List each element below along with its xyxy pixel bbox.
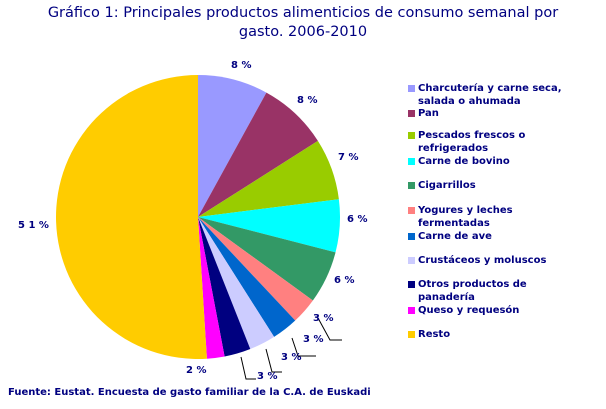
slice-label-cigarrillos: 6 % [334, 275, 355, 286]
legend-swatch [408, 281, 415, 288]
leader-line [265, 348, 282, 373]
legend-item-crustaceos: Crustáceos y moluscos [408, 254, 598, 267]
pie-slice [198, 217, 336, 301]
pie-slice [198, 217, 251, 357]
legend-swatch [408, 110, 415, 117]
legend-swatch [408, 132, 415, 139]
chart-title-line1: Gráfico 1: Principales productos aliment… [47, 5, 559, 21]
slice-label-otros-panaderia: 3 % [257, 371, 278, 382]
legend-item-bovino: Carne de bovino [408, 155, 598, 168]
legend-swatch [408, 257, 415, 264]
legend-swatch [408, 331, 415, 338]
slice-label-pescados: 7 % [338, 152, 359, 163]
leader-line [240, 356, 256, 380]
legend-item-charcuteria: Charcutería y carne seca, salada o ahuma… [408, 82, 598, 108]
legend-item-queso: Queso y requesón [408, 304, 598, 317]
slice-label-resto: 5 1 % [18, 220, 49, 231]
pie-slice [198, 75, 267, 217]
legend-item-yogures: Yogures y leches fermentadas [408, 204, 538, 230]
legend-item-cigarrillos: Cigarrillos [408, 179, 598, 192]
pie-slice [198, 217, 275, 350]
legend-swatch [408, 207, 415, 214]
legend-swatch [408, 85, 415, 92]
pie-slice [198, 140, 339, 217]
chart-title-line2: gasto. 2006-2010 [238, 24, 368, 40]
slice-label-crustaceos: 3 % [281, 352, 302, 363]
chart-title: Gráfico 1: Principales productos aliment… [0, 4, 606, 42]
pie-slice [198, 199, 340, 253]
legend-item-pescados: Pescados frescos o refrigerados [408, 129, 558, 155]
source-note: Fuente: Eustat. Encuesta de gasto famili… [8, 387, 371, 398]
slice-label-yogures: 3 % [313, 313, 334, 324]
legend-item-resto: Resto [408, 328, 598, 341]
slice-label-pan: 8 % [297, 95, 318, 106]
legend-swatch [408, 182, 415, 189]
slice-label-bovino: 6 % [347, 214, 368, 225]
legend-swatch [408, 307, 415, 314]
slice-label-charcuteria: 8 % [231, 60, 252, 71]
pie-slice [198, 217, 296, 337]
leader-line [317, 317, 342, 341]
legend-swatch [408, 233, 415, 240]
legend-swatch [408, 158, 415, 165]
pie-slice [198, 92, 318, 217]
leader-line [291, 337, 316, 357]
legend-item-pan: Pan [408, 107, 598, 120]
pie-slice [55, 74, 207, 360]
slice-label-carne-ave: 3 % [303, 334, 324, 345]
legend-item-carne-ave: Carne de ave [408, 230, 598, 243]
pie-slice [198, 217, 225, 359]
pie-slice [198, 217, 313, 321]
legend-item-otros-panaderia: Otros productos de panadería [408, 278, 558, 304]
slice-label-queso: 2 % [186, 365, 207, 376]
